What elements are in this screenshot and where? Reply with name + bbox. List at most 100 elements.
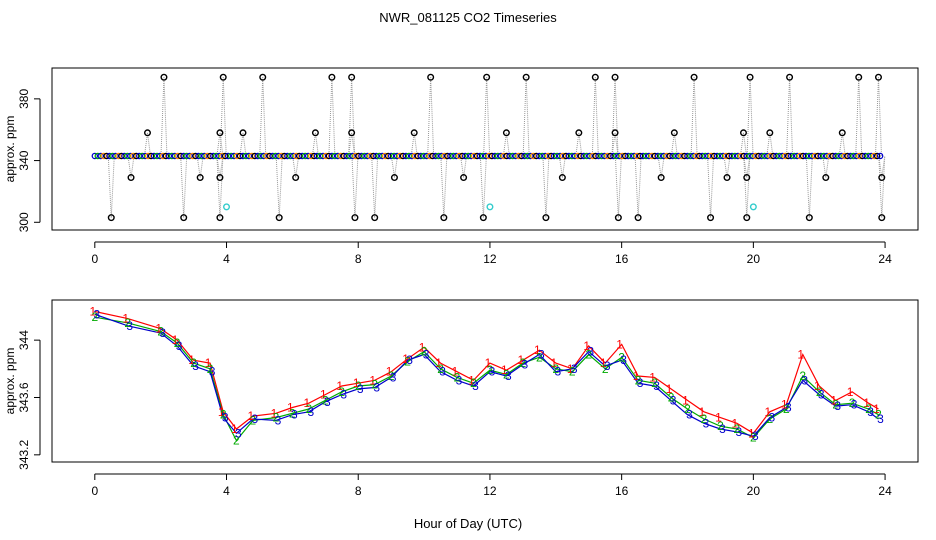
baseline-point bbox=[180, 152, 187, 160]
baseline-point bbox=[755, 152, 762, 160]
spike-connector bbox=[522, 77, 527, 156]
top-points bbox=[91, 73, 886, 222]
spike-point bbox=[502, 129, 510, 137]
series-label-3: 3 bbox=[686, 408, 693, 422]
baseline-point bbox=[272, 152, 279, 160]
baseline-point bbox=[254, 152, 262, 160]
spike-point bbox=[239, 129, 247, 137]
series-label-2: 2 bbox=[250, 413, 257, 427]
cyan-point bbox=[223, 203, 231, 211]
series-label-1: 1 bbox=[797, 347, 804, 361]
baseline-point bbox=[518, 152, 525, 160]
baseline-point bbox=[521, 152, 528, 160]
baseline-point bbox=[488, 152, 496, 160]
baseline-point bbox=[459, 152, 466, 160]
spike-connector bbox=[723, 155, 728, 178]
series-label-3: 3 bbox=[801, 373, 808, 387]
cyan-point bbox=[749, 203, 757, 211]
baseline-point bbox=[616, 152, 623, 160]
series-label-1: 1 bbox=[748, 426, 755, 440]
spike-connector bbox=[216, 155, 221, 178]
baseline-point bbox=[417, 152, 425, 160]
baseline-point bbox=[432, 152, 439, 160]
baseline-point bbox=[740, 152, 748, 160]
spike-connector bbox=[881, 155, 886, 178]
spike-connector bbox=[808, 155, 813, 218]
baseline-point bbox=[121, 152, 128, 160]
baseline-point bbox=[856, 152, 863, 160]
baseline-point bbox=[165, 152, 173, 160]
spike-connector bbox=[130, 155, 135, 178]
baseline-point bbox=[684, 152, 691, 160]
spike-connector bbox=[242, 132, 247, 157]
x-tick-label: 16 bbox=[615, 252, 629, 266]
baseline-point bbox=[260, 152, 267, 160]
baseline-point bbox=[571, 152, 579, 160]
series-label-3: 3 bbox=[851, 398, 858, 412]
series-label-1: 1 bbox=[649, 370, 656, 384]
baseline-point bbox=[467, 152, 475, 160]
baseline-point bbox=[464, 152, 472, 160]
baseline-point bbox=[630, 152, 638, 160]
baseline-point bbox=[408, 152, 416, 160]
baseline-point bbox=[97, 152, 104, 160]
baseline-point bbox=[687, 152, 694, 160]
baseline-point bbox=[293, 152, 300, 160]
spike-connector bbox=[196, 155, 201, 178]
baseline-point bbox=[850, 152, 857, 160]
baseline-point bbox=[627, 152, 635, 160]
x-tick-label: 4 bbox=[223, 484, 230, 498]
spike-connector bbox=[742, 132, 747, 157]
series-label-3: 3 bbox=[390, 370, 397, 384]
series-label-3: 3 bbox=[423, 347, 430, 361]
baseline-point bbox=[547, 152, 555, 160]
baseline-point bbox=[663, 152, 671, 160]
series-label-2: 2 bbox=[651, 376, 658, 390]
baseline-point bbox=[876, 152, 884, 160]
spike-connector bbox=[614, 77, 619, 156]
series-label-2: 2 bbox=[750, 431, 757, 445]
spike-point bbox=[311, 129, 319, 137]
series-label-3: 3 bbox=[275, 413, 282, 427]
baseline-point bbox=[636, 152, 644, 160]
series-label-1: 1 bbox=[205, 356, 212, 370]
spike-connector bbox=[505, 132, 510, 157]
baseline-point bbox=[263, 152, 270, 160]
baseline-point bbox=[651, 152, 659, 160]
series-label-2: 2 bbox=[503, 368, 510, 382]
baseline-point bbox=[216, 152, 223, 160]
baseline-point bbox=[453, 152, 460, 160]
spike-connector bbox=[295, 155, 300, 178]
baseline-point bbox=[177, 152, 184, 160]
series-label-3: 3 bbox=[209, 365, 216, 379]
baseline-point bbox=[799, 152, 807, 160]
baseline-point bbox=[141, 152, 149, 160]
series-label-3: 3 bbox=[522, 358, 529, 372]
series-label-1: 1 bbox=[89, 304, 96, 318]
baseline-point bbox=[130, 152, 137, 160]
series-label-2: 2 bbox=[783, 402, 790, 416]
spike-point bbox=[611, 73, 619, 81]
spike-point bbox=[657, 174, 665, 182]
baseline-point bbox=[808, 152, 816, 160]
y-tick-label: 340 bbox=[17, 150, 31, 170]
baseline-point bbox=[171, 152, 179, 160]
top-y-axis: 300 340 380 bbox=[17, 89, 41, 232]
series-label-2: 2 bbox=[470, 376, 477, 390]
spike-point bbox=[216, 129, 224, 137]
baseline-point bbox=[355, 152, 362, 160]
series-label-2: 2 bbox=[124, 316, 131, 330]
cyan-point bbox=[486, 203, 494, 211]
baseline-point bbox=[147, 152, 155, 160]
spike-connector bbox=[443, 155, 448, 218]
baseline-point bbox=[601, 152, 608, 160]
spike-point bbox=[483, 73, 491, 81]
series-label-3: 3 bbox=[587, 345, 594, 359]
series-label-2: 2 bbox=[91, 310, 98, 324]
series-label-1: 1 bbox=[468, 373, 475, 387]
baseline-point bbox=[438, 152, 445, 160]
series-label-3: 3 bbox=[703, 416, 710, 430]
spike-connector bbox=[374, 155, 379, 218]
spike-connector bbox=[707, 155, 712, 218]
series-label-3: 3 bbox=[505, 369, 512, 383]
